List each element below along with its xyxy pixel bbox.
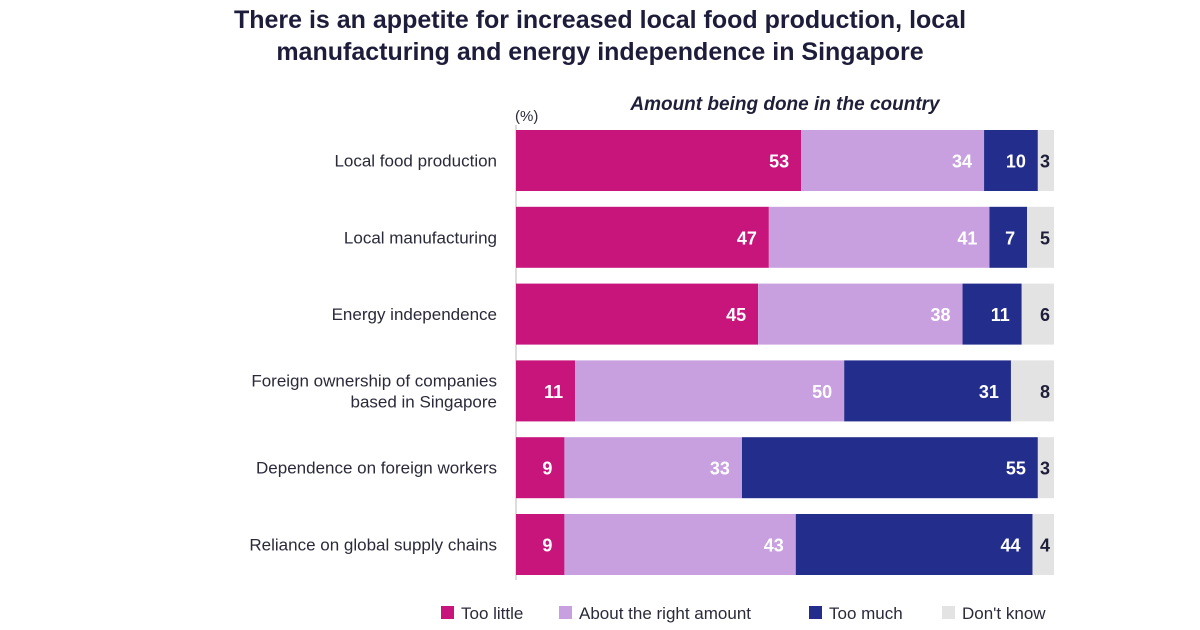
data-label: 5	[1040, 228, 1050, 248]
bar-segment	[844, 360, 1011, 422]
data-label: 33	[710, 459, 730, 479]
data-label: 8	[1040, 382, 1050, 402]
data-label: 50	[812, 382, 832, 402]
bar-segment	[516, 130, 802, 191]
legend-swatch	[809, 606, 822, 619]
bar-segment	[768, 206, 990, 268]
category-label-line: Foreign ownership of companies	[251, 371, 497, 390]
bar-segment	[984, 130, 1038, 191]
data-label: 44	[1000, 536, 1020, 556]
data-label: 34	[952, 152, 972, 172]
category-label-line: Reliance on global supply chains	[249, 536, 497, 555]
data-label: 31	[979, 382, 999, 402]
bar-segment	[758, 283, 963, 345]
bar-segment	[564, 514, 796, 575]
data-label: 38	[931, 305, 951, 325]
data-label: 9	[542, 536, 552, 556]
data-label: 43	[764, 536, 784, 556]
bar-segment	[516, 514, 565, 575]
data-label: 11	[544, 382, 563, 402]
data-label: 11	[991, 305, 1010, 325]
data-label: 53	[769, 152, 789, 172]
category-label-line: Local manufacturing	[344, 228, 497, 247]
data-label: 4	[1040, 536, 1050, 556]
data-label: 47	[737, 228, 757, 248]
chart-title-line-2: manufacturing and energy independence in…	[276, 38, 924, 66]
bar-segment	[516, 437, 565, 499]
legend-swatch	[441, 606, 454, 619]
bar-segment	[516, 206, 769, 268]
category-label-line: Dependence on foreign workers	[256, 459, 497, 478]
bar-segment	[516, 360, 576, 422]
bar-segment	[741, 437, 1038, 499]
bar-segment	[1032, 514, 1054, 575]
bar-segment	[1021, 283, 1054, 345]
bar-segment	[1037, 437, 1054, 499]
bar-segment	[1037, 130, 1054, 191]
legend: Too little About the right amount Too much…	[441, 604, 1046, 623]
category-label-line: Local food production	[334, 152, 497, 171]
category-label-line: based in Singapore	[350, 392, 497, 411]
bar-segment	[989, 206, 1028, 268]
bar-segment	[575, 360, 845, 422]
category-label: Foreign ownership of companies based in S…	[251, 371, 497, 411]
data-label: 10	[1006, 152, 1026, 172]
data-label: 41	[957, 228, 977, 248]
unit-label: (%)	[515, 108, 538, 125]
chart-subtitle: Amount being done in the country	[629, 94, 941, 115]
legend-label: Too little	[461, 604, 523, 623]
category-label: Reliance on global supply chains	[249, 536, 497, 555]
category-label-line: Energy independence	[332, 305, 497, 324]
data-label: 55	[1006, 459, 1026, 479]
category-label: Local food production	[334, 152, 497, 171]
legend-swatch	[942, 606, 955, 619]
chart-title-line-1: There is an appetite for increased local…	[233, 6, 967, 34]
bar-segment	[801, 130, 985, 191]
bar-segment	[795, 514, 1033, 575]
data-label: 9	[542, 459, 552, 479]
legend-label: Don't know	[962, 604, 1046, 623]
bar-segment	[564, 437, 742, 499]
data-label: 3	[1040, 459, 1050, 479]
data-label: 6	[1040, 305, 1050, 325]
chart-title: There is an appetite for increased local…	[0, 4, 1200, 68]
data-label: 7	[1005, 228, 1015, 248]
category-label: Dependence on foreign workers	[256, 459, 497, 478]
bar-segment	[1027, 206, 1054, 268]
bar-segment	[962, 283, 1022, 345]
legend-label: Too much	[829, 604, 903, 623]
bar-segment	[1010, 360, 1054, 422]
category-label: Local manufacturing	[344, 228, 497, 247]
category-label: Energy independence	[332, 305, 497, 324]
data-label: 3	[1040, 152, 1050, 172]
bar-segment	[516, 283, 759, 345]
legend-swatch	[559, 606, 572, 619]
data-label: 45	[726, 305, 746, 325]
legend-label: About the right amount	[579, 604, 751, 623]
